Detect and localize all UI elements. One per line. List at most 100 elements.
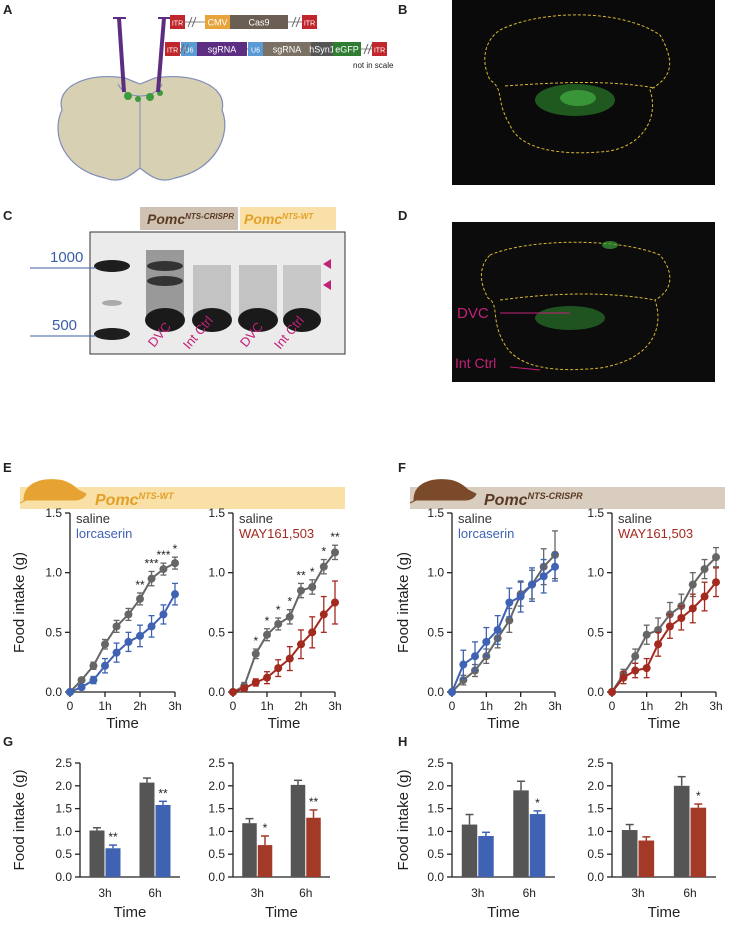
panel-label: B	[398, 2, 407, 17]
header-bar	[410, 487, 725, 509]
y-axis-label: Food intake (g)	[395, 770, 412, 871]
data-point	[147, 574, 156, 583]
data-point	[274, 664, 283, 673]
panel-label: E	[3, 460, 12, 475]
data-point	[631, 666, 640, 675]
data-point	[619, 673, 628, 682]
gene: Pomc	[95, 492, 139, 509]
significance: *	[535, 796, 540, 810]
construct-label: ITR	[304, 21, 315, 28]
data-point	[251, 678, 260, 687]
legend-entry: saline	[458, 511, 492, 526]
data-point	[112, 648, 121, 657]
y-tick-label: 0.5	[208, 625, 225, 639]
group-label: PomcNTS-WT	[244, 211, 314, 227]
bar	[638, 840, 655, 877]
data-point	[665, 622, 674, 631]
break-mark	[367, 43, 373, 55]
significance: *	[310, 565, 315, 579]
data-point	[112, 622, 121, 631]
bar	[155, 804, 171, 877]
data-point	[677, 614, 686, 623]
chart: 0.0 0.5 1.0 1.5 2.0 2.5 Time 3h 6h *	[587, 756, 716, 921]
legend-entry: lorcaserin	[76, 526, 132, 541]
region-label: Int Ctrl	[455, 355, 496, 371]
bar	[478, 835, 494, 877]
y-tick-label: 0.5	[55, 847, 72, 861]
data-point	[89, 661, 98, 670]
series-line	[232, 601, 336, 693]
series-line	[451, 554, 556, 693]
data-point	[159, 565, 168, 574]
y-tick-label: 1.5	[45, 506, 62, 520]
x-tick-label: 3h	[328, 699, 341, 713]
data-point	[471, 652, 480, 661]
construct-label: CMV	[208, 18, 228, 28]
construct-element	[230, 15, 288, 29]
series-line	[69, 593, 176, 693]
region-label: DVC	[457, 305, 489, 322]
series-line	[451, 565, 556, 693]
significance: *	[173, 542, 178, 556]
data-point	[297, 640, 305, 649]
panel-label: C	[3, 208, 13, 223]
y-tick-label: 2.5	[208, 756, 225, 770]
constructs: ITR CMV Cas9 ITR ITR U6 sgRNA U6 sgRNA hSyn1 eGFP I…	[165, 15, 387, 56]
y-tick-label: 0.0	[55, 870, 72, 884]
x-tick-label: 1h	[480, 699, 493, 713]
data-point	[308, 628, 317, 637]
data-point	[516, 592, 525, 601]
panel-label: G	[3, 734, 13, 749]
data-point	[459, 676, 468, 685]
construct-element	[302, 15, 317, 29]
construct-label: sgRNA	[273, 45, 302, 55]
break-mark	[295, 16, 301, 28]
data-point	[642, 664, 651, 673]
data-point	[319, 610, 328, 619]
y-tick-label: 2.0	[208, 779, 225, 793]
data-point	[297, 586, 305, 595]
y-tick-label: 0.0	[208, 685, 225, 699]
legend-entry: lorcaserin	[458, 526, 514, 541]
bar	[306, 817, 321, 877]
significance: ***	[156, 548, 170, 562]
data-point	[331, 548, 339, 557]
y-tick-label: 1.5	[587, 802, 604, 816]
mouse-icon	[409, 479, 477, 504]
header-label: PomcNTS-CRISPR	[484, 491, 583, 509]
chart: 0.0 0.5 1.0 1.5 Food intake (g) Time 0 1h 2h 3h sa…	[395, 506, 562, 732]
y-tick-label: 2.0	[587, 779, 604, 793]
break-mark	[187, 16, 193, 28]
mouse-icon	[19, 479, 87, 504]
bar	[529, 814, 546, 877]
y-tick-label: 0.0	[587, 685, 604, 699]
data-point	[654, 640, 663, 649]
data-point	[608, 688, 616, 696]
x-tick-label: 6h	[148, 886, 161, 900]
gene: Pomc	[147, 211, 185, 227]
construct-label: ITR	[172, 21, 183, 28]
significance: **	[330, 530, 340, 544]
x-axis-label: Time	[265, 904, 298, 921]
legend-entry: saline	[618, 511, 652, 526]
data-point	[642, 630, 651, 639]
x-axis-label: Time	[268, 715, 301, 732]
y-tick-label: 1.0	[427, 824, 444, 838]
x-axis-label: Time	[487, 904, 520, 921]
superscript: NTS-WT	[282, 212, 314, 221]
construct-element	[165, 42, 180, 56]
data-point	[319, 562, 328, 571]
y-axis-label: Food intake (g)	[395, 552, 412, 653]
data-point	[448, 688, 456, 696]
construct-label: ITR	[167, 48, 178, 55]
x-axis-label: Time	[648, 715, 681, 732]
construct-element	[333, 42, 361, 56]
scale-note: not in scale	[353, 61, 394, 70]
header-label: PomcNTS-WT	[95, 491, 175, 509]
gel	[30, 231, 346, 355]
construct-element	[372, 42, 387, 56]
data-point	[77, 676, 86, 685]
